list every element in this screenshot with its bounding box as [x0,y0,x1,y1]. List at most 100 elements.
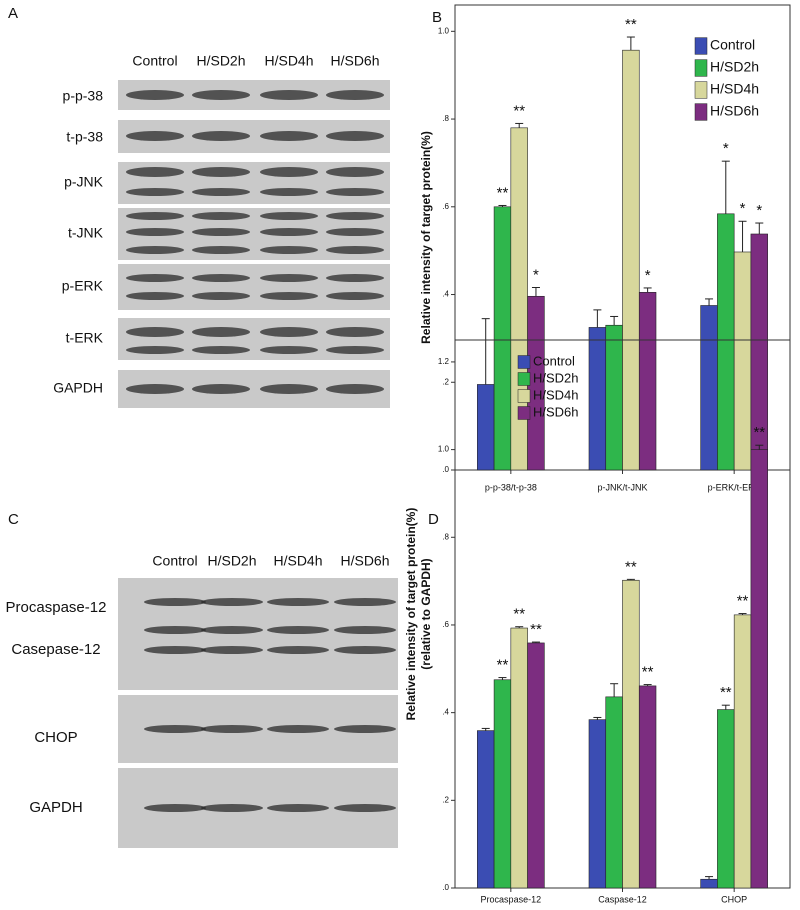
significance-label: ** [753,424,765,441]
protein-band [192,212,250,220]
protein-band [260,292,318,300]
protein-band [326,188,384,196]
significance-label: * [723,140,729,157]
row-label: GAPDH [29,799,82,816]
protein-band [201,598,263,606]
y-tick-label: .6 [442,202,449,211]
bar [605,696,623,889]
protein-band [326,228,384,236]
protein-band [260,167,318,177]
protein-band [126,212,184,220]
protein-band [334,646,396,654]
y-tick-label: .0 [442,465,449,474]
bar [700,305,718,471]
row-label: p-p-38 [63,88,104,104]
error-bar [705,876,714,880]
significance-label: ** [513,606,525,623]
x-tick-label: CHOP [721,894,747,904]
lane-label: H/SD2h [196,53,245,69]
error-bar [738,613,747,615]
lane-label: Control [152,553,197,569]
legend-swatch [694,37,708,55]
protein-band [260,90,318,100]
protein-band [126,188,184,196]
bar [605,324,623,471]
error-bar [498,204,507,207]
error-bar [610,315,619,326]
lane-label: H/SD6h [330,53,379,69]
lane-label: H/SD4h [273,553,322,569]
significance-label: ** [737,593,749,610]
protein-band [192,327,250,337]
legend-label: H/SD4h [533,387,579,402]
y-axis-title: Relative intensity of target protein(%) [404,508,418,721]
legend-swatch [694,59,708,77]
y-tick-label: .0 [442,883,449,892]
bar [527,642,545,889]
error-bar [531,287,540,297]
protein-band [126,384,184,394]
protein-band [144,646,206,654]
error-bar [531,641,540,643]
protein-band [126,346,184,354]
protein-band [334,804,396,812]
significance-label: ** [497,184,509,201]
protein-band [126,246,184,254]
protein-band [192,274,250,282]
protein-band [192,90,250,100]
protein-band [260,212,318,220]
error-bar [721,704,730,710]
protein-band [144,725,206,733]
protein-band [126,274,184,282]
significance-label: ** [642,664,654,681]
legend-label: Control [710,37,755,53]
protein-band [326,346,384,354]
protein-band [267,598,329,606]
protein-band [326,384,384,394]
y-tick-label: 1.0 [438,445,450,454]
y-tick-label: 1.0 [438,26,450,35]
x-tick-label: p-JNK/t-JNK [597,482,647,492]
blot-background [118,578,398,690]
y-axis-title: (relative to GAPDH) [419,558,433,669]
protein-band [260,384,318,394]
row-label: t-ERK [66,330,104,346]
protein-band [267,725,329,733]
protein-band [260,188,318,196]
y-tick-label: .4 [442,708,449,717]
protein-band [126,131,184,141]
protein-band [201,804,263,812]
x-tick-label: p-p-38/t-p-38 [485,482,537,492]
error-bar [705,298,714,306]
protein-band [126,90,184,100]
legend-label: H/SD2h [533,370,579,385]
legend-label: Control [533,353,575,368]
error-bar [738,220,747,252]
lane-label: H/SD2h [207,553,256,569]
bar [733,614,752,889]
error-bar [626,36,635,51]
significance-label: * [645,267,651,284]
protein-band [126,167,184,177]
protein-band [260,274,318,282]
protein-band [192,228,250,236]
row-label: p-JNK [64,174,104,190]
protein-band [192,246,250,254]
protein-band [326,246,384,254]
legend-swatch [517,406,531,420]
y-tick-label: .6 [442,620,449,629]
y-tick-label: .8 [442,532,449,541]
bar [477,730,495,889]
protein-band [326,327,384,337]
bar [477,384,495,471]
bar [622,49,640,471]
protein-band [144,598,206,606]
legend-swatch [517,389,531,403]
error-bar [721,160,730,214]
panel-letter: B [432,9,442,26]
y-tick-label: 1.2 [438,357,450,366]
panel-letter: A [8,5,18,22]
protein-band [326,274,384,282]
protein-band [334,598,396,606]
